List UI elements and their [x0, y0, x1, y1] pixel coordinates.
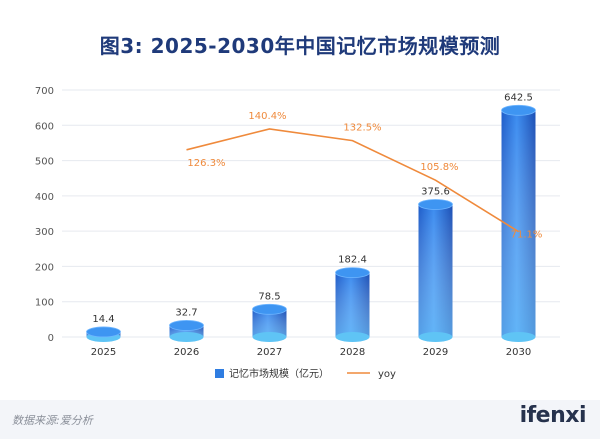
x-tick-label: 2030: [506, 347, 531, 358]
bar-highlight: [335, 272, 370, 337]
y-tick-label: 0: [48, 333, 54, 344]
bar-top: [169, 320, 204, 331]
bar-value-label: 78.5: [258, 291, 280, 302]
bar-top: [86, 326, 121, 338]
bar-base: [169, 332, 204, 342]
legend-bar-swatch: [215, 369, 224, 378]
bar-highlight: [169, 325, 204, 337]
yoy-line: [186, 128, 519, 233]
legend-bar-label: 记忆市场规模（亿元）: [229, 367, 329, 380]
bar: 78.5: [252, 291, 287, 342]
bar: 182.4: [335, 255, 370, 342]
bar-top: [418, 199, 453, 210]
bar: 375.6: [418, 186, 453, 342]
legend-line-label: yoy: [378, 369, 396, 380]
bar-base: [501, 332, 536, 342]
yoy-value-label: 126.3%: [187, 158, 225, 169]
bar-value-label: 375.6: [421, 186, 450, 197]
yoy-value-label: 132.5%: [343, 123, 381, 134]
bar-highlight: [501, 110, 536, 338]
yoy-value-label: 71.1%: [511, 230, 543, 241]
x-tick-label: 2025: [91, 347, 116, 358]
chart-title: 图3: 2025-2030年中国记忆市场规模预测: [99, 34, 501, 58]
source-note: 数据来源:爱分析: [12, 414, 93, 427]
bar-value-label: 32.7: [175, 307, 197, 318]
chart: 0 100 200 300 400 500 600 700 14.4 32.7 78.5 182.4…: [35, 86, 560, 380]
x-tick-label: 2027: [257, 347, 282, 358]
logo-text: ifenxi: [519, 403, 587, 428]
x-tick-label: 2028: [340, 347, 365, 358]
y-tick-label: 400: [35, 192, 54, 203]
bar-base: [418, 332, 453, 342]
bar-base: [335, 332, 370, 342]
bar-top: [252, 303, 287, 315]
y-tick-label: 300: [35, 227, 54, 238]
bar-top: [335, 267, 370, 279]
yoy-value-label: 140.4%: [248, 111, 286, 122]
bar-value-label: 642.5: [504, 92, 533, 103]
bar-top: [501, 104, 536, 116]
yoy-value-label: 105.8%: [420, 162, 458, 173]
bar-value-label: 14.4: [92, 314, 114, 325]
bar-base: [252, 332, 287, 342]
y-tick-label: 100: [35, 298, 54, 309]
bar-value-label: 182.4: [338, 255, 367, 266]
y-tick-label: 200: [35, 262, 54, 273]
bar: 32.7: [169, 307, 204, 342]
x-tick-label: 2026: [174, 347, 199, 358]
bar: 14.4: [86, 314, 121, 342]
y-tick-label: 600: [35, 121, 54, 132]
bar: 642.5: [501, 92, 536, 342]
bar-highlight: [418, 204, 453, 337]
footer-bar: [0, 400, 600, 439]
x-tick-label: 2029: [423, 347, 448, 358]
y-tick-label: 500: [35, 157, 54, 168]
y-tick-label: 700: [35, 86, 54, 97]
brand-logo: ifenxi: [519, 403, 587, 428]
